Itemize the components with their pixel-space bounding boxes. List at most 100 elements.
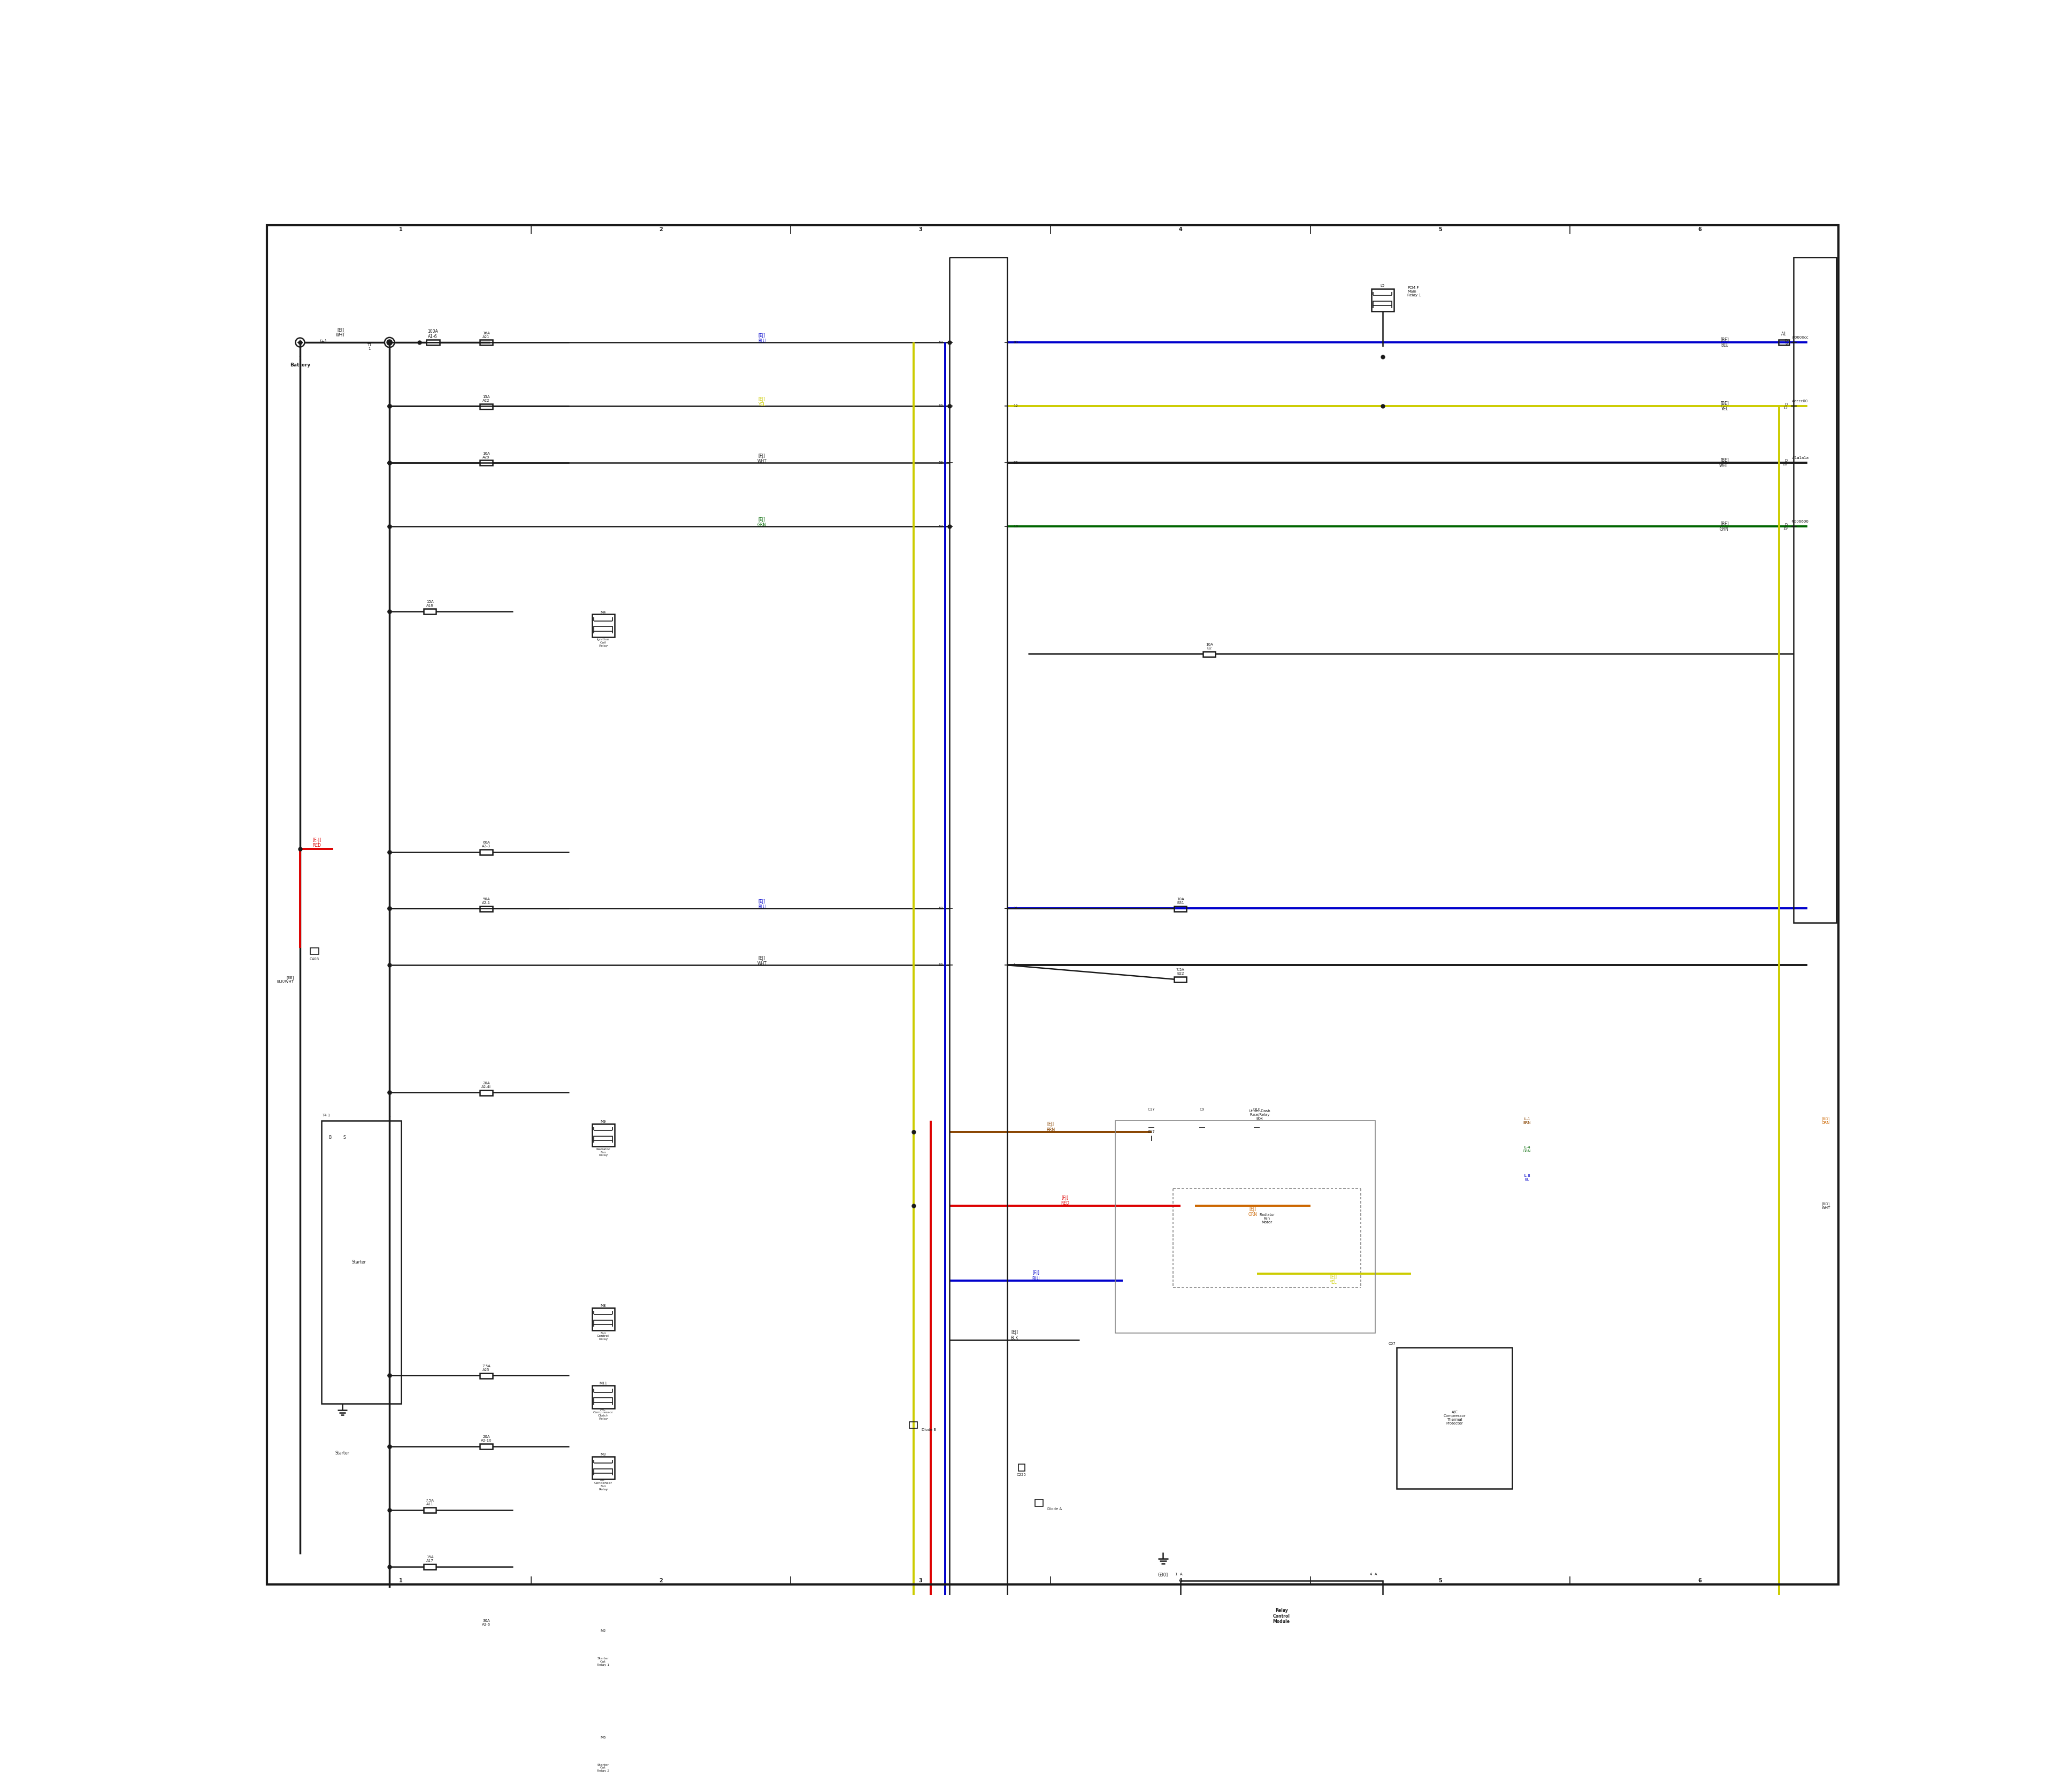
Bar: [481, 403, 493, 409]
Bar: [910, 1421, 918, 1428]
Text: S: S: [343, 1134, 345, 1140]
Text: 1: 1: [388, 1113, 390, 1116]
Text: Fan
Control
Relay: Fan Control Relay: [598, 1331, 610, 1340]
Text: 59: 59: [939, 461, 943, 464]
Text: Radiator
Fan
Motor: Radiator Fan Motor: [1259, 1213, 1276, 1224]
Text: IL-1
BRN: IL-1 BRN: [1522, 1116, 1530, 1124]
Bar: [481, 461, 493, 466]
Text: 6: 6: [1699, 228, 1703, 233]
Text: 7.5A
A11: 7.5A A11: [425, 1500, 433, 1505]
Bar: [423, 1564, 435, 1570]
Bar: [1372, 289, 1395, 312]
Bar: [592, 1385, 614, 1409]
Bar: [1035, 1500, 1043, 1507]
Text: Starter
Cut
Relay 1: Starter Cut Relay 1: [598, 1658, 610, 1667]
Text: #cccc00: #cccc00: [1791, 400, 1808, 403]
Bar: [592, 1308, 614, 1330]
Text: Ignition
Coil
Relay: Ignition Coil Relay: [598, 638, 610, 647]
Text: PCM-F
Main
Relay 1: PCM-F Main Relay 1: [1407, 287, 1421, 297]
Text: 10A
A29: 10A A29: [483, 452, 491, 459]
Text: [EJ]
RED: [EJ] RED: [1060, 1195, 1070, 1206]
Text: 4: 4: [1179, 228, 1183, 233]
Bar: [322, 1120, 401, 1403]
Text: C17: C17: [1148, 1131, 1154, 1134]
Text: G301: G301: [1158, 1573, 1169, 1577]
Text: 4: 4: [1179, 1577, 1183, 1582]
Text: 20A
A2-4I: 20A A2-4I: [481, 1082, 491, 1088]
Text: 28: 28: [1013, 461, 1019, 464]
Text: Under-Dash
Fuse/Relay
Box: Under-Dash Fuse/Relay Box: [1249, 1109, 1271, 1120]
Text: IL-4
GRN: IL-4 GRN: [1522, 1145, 1530, 1152]
Text: [EI]
WHT: [EI] WHT: [335, 328, 345, 337]
Text: M9: M9: [600, 1120, 606, 1124]
Text: 7.5A
A25: 7.5A A25: [483, 1366, 491, 1371]
Text: [EJ]
BLK: [EJ] BLK: [1011, 1330, 1019, 1340]
Bar: [863, 1772, 963, 1792]
Text: [BE]
WHT: [BE] WHT: [1719, 457, 1729, 468]
Text: 12: 12: [1013, 405, 1019, 409]
Text: #0000cc: #0000cc: [1791, 335, 1808, 339]
Text: [BE]
YEL: [BE] YEL: [1721, 401, 1729, 412]
Bar: [592, 1740, 614, 1762]
Bar: [481, 340, 493, 346]
Text: A/C
Compressor
Clutch
Relay: A/C Compressor Clutch Relay: [594, 1409, 614, 1419]
Text: D
8: D 8: [1785, 339, 1787, 346]
Text: 6: 6: [1699, 1577, 1703, 1582]
Text: Diode A: Diode A: [1048, 1507, 1062, 1511]
Bar: [481, 1444, 493, 1450]
Text: Starter
Cut
Relay 2: Starter Cut Relay 2: [598, 1763, 610, 1772]
Text: 59: 59: [939, 907, 943, 910]
Bar: [592, 1124, 614, 1147]
Text: M4: M4: [600, 611, 606, 615]
Text: 4  A: 4 A: [1370, 1573, 1378, 1577]
Text: Relay
Control
Module: Relay Control Module: [1273, 1607, 1290, 1624]
Bar: [481, 1627, 493, 1633]
Text: 15A
A22: 15A A22: [483, 396, 489, 401]
Text: 30A
A2-6: 30A A2-6: [483, 1620, 491, 1627]
Text: L5: L5: [1380, 283, 1384, 287]
Text: C9: C9: [1200, 1107, 1204, 1111]
Text: #006600: #006600: [1791, 520, 1810, 523]
Text: 15A
A17: 15A A17: [427, 1555, 433, 1563]
Bar: [1175, 977, 1187, 982]
Text: Battery: Battery: [290, 362, 310, 367]
Text: [EJ]
YEL: [EJ] YEL: [1329, 1274, 1337, 1285]
Text: 59: 59: [939, 405, 943, 409]
Bar: [594, 1645, 612, 1650]
Text: C408: C408: [310, 957, 318, 961]
Text: 1: 1: [1013, 964, 1017, 966]
Text: [BD]
WHT: [BD] WHT: [1822, 1202, 1830, 1210]
Text: D
19: D 19: [1783, 523, 1787, 530]
Text: 10A
B31: 10A B31: [1177, 898, 1183, 905]
Bar: [481, 1373, 493, 1378]
Text: 80: 80: [1013, 340, 1019, 344]
Text: D
28: D 28: [1783, 459, 1787, 466]
Bar: [425, 339, 440, 346]
Text: D
12: D 12: [1783, 403, 1787, 410]
Text: A1: A1: [1781, 332, 1787, 337]
Bar: [481, 849, 493, 855]
Bar: [481, 907, 493, 912]
Text: M3: M3: [600, 1453, 606, 1455]
Bar: [949, 258, 1006, 1792]
Text: (+): (+): [318, 339, 327, 344]
Text: 19: 19: [1013, 525, 1019, 529]
Bar: [594, 627, 612, 631]
Text: 2: 2: [659, 228, 663, 233]
Bar: [1181, 1581, 1382, 1652]
Bar: [594, 1398, 612, 1403]
Text: [BD]
ORN: [BD] ORN: [1822, 1116, 1830, 1124]
Text: 2: 2: [659, 1577, 663, 1582]
Text: 1: 1: [398, 228, 403, 233]
Text: M2: M2: [600, 1629, 606, 1633]
Text: C225: C225: [1017, 1473, 1027, 1477]
Text: 16A
A21: 16A A21: [483, 332, 491, 339]
Text: Diode B: Diode B: [922, 1428, 937, 1432]
Bar: [633, 1772, 705, 1792]
Text: [EJ]
BLU: [EJ] BLU: [1033, 1271, 1039, 1281]
Bar: [310, 948, 318, 955]
Text: B: B: [329, 1134, 331, 1140]
Text: 1: 1: [398, 1577, 403, 1582]
Text: [EJ]
WHT: [EJ] WHT: [758, 453, 766, 464]
Bar: [423, 1507, 435, 1512]
